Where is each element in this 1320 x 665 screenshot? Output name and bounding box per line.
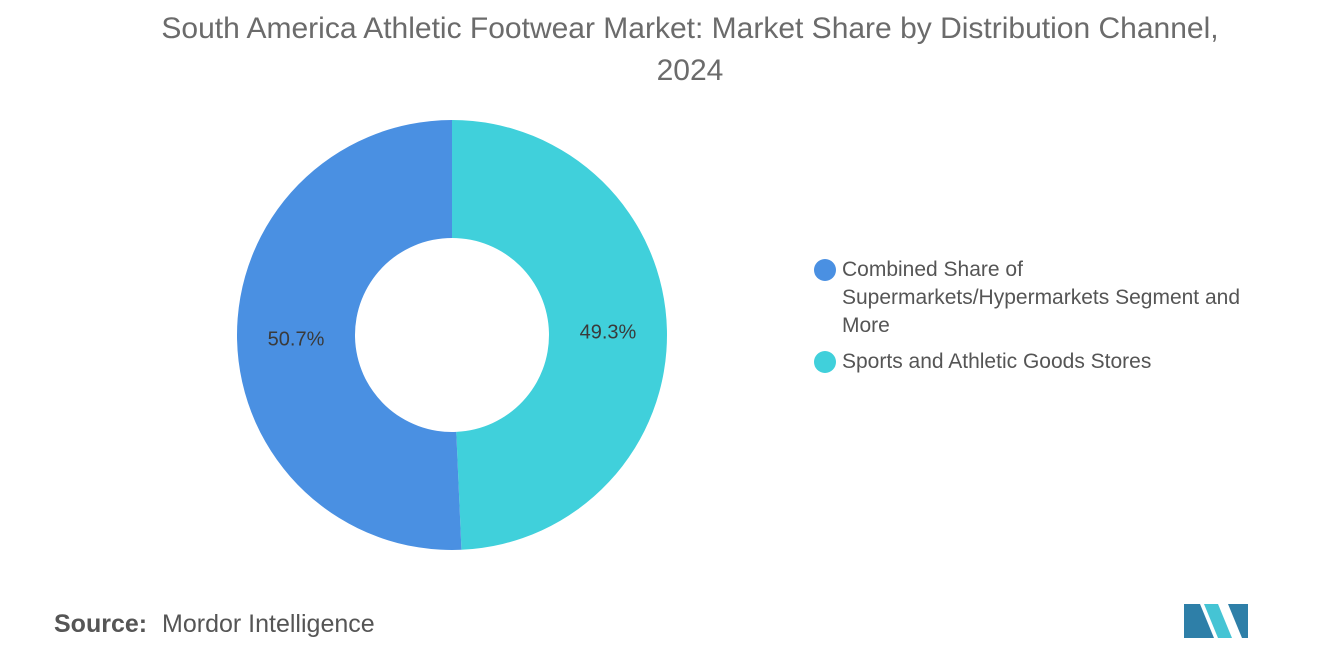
donut-slices bbox=[236, 120, 667, 550]
source-label: Source: bbox=[54, 610, 148, 638]
slice-label-0: 49.3% bbox=[580, 322, 637, 344]
legend-label-sports-stores: Sports and Athletic Goods Stores bbox=[842, 350, 1152, 373]
legend-marker-sports-stores bbox=[814, 351, 836, 373]
chart-title: South America Athletic Footwear Market: … bbox=[161, 12, 1219, 87]
legend-label-supermarkets: Combined Share of Supermarkets/Hypermark… bbox=[842, 258, 1241, 337]
mordor-intelligence-logo bbox=[1184, 604, 1248, 638]
slice-labels: 49.3% 50.7% bbox=[268, 322, 637, 351]
legend-item-supermarkets[interactable]: Combined Share of Supermarkets/Hypermark… bbox=[814, 256, 1284, 340]
source-note: Source: Mordor Intelligence bbox=[54, 610, 375, 639]
source-text: Mordor Intelligence bbox=[162, 610, 375, 638]
chart-legend: Combined Share of Supermarkets/Hypermark… bbox=[814, 256, 1284, 384]
donut-slice-0[interactable] bbox=[452, 120, 667, 550]
donut-slice-1[interactable] bbox=[236, 120, 462, 550]
legend-marker-supermarkets bbox=[814, 259, 836, 281]
legend-item-sports-stores[interactable]: Sports and Athletic Goods Stores bbox=[814, 348, 1284, 376]
slice-label-1: 50.7% bbox=[268, 328, 325, 350]
